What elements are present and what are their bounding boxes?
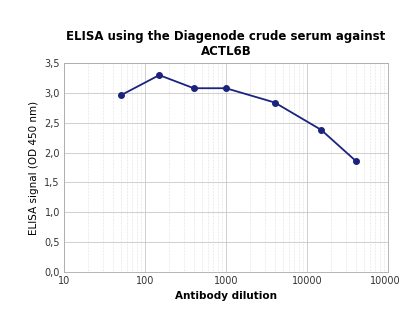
Y-axis label: ELISA signal (OD 450 nm): ELISA signal (OD 450 nm) bbox=[29, 100, 39, 234]
X-axis label: Antibody dilution: Antibody dilution bbox=[175, 291, 277, 301]
Title: ELISA using the Diagenode crude serum against
ACTL6B: ELISA using the Diagenode crude serum ag… bbox=[66, 30, 386, 58]
